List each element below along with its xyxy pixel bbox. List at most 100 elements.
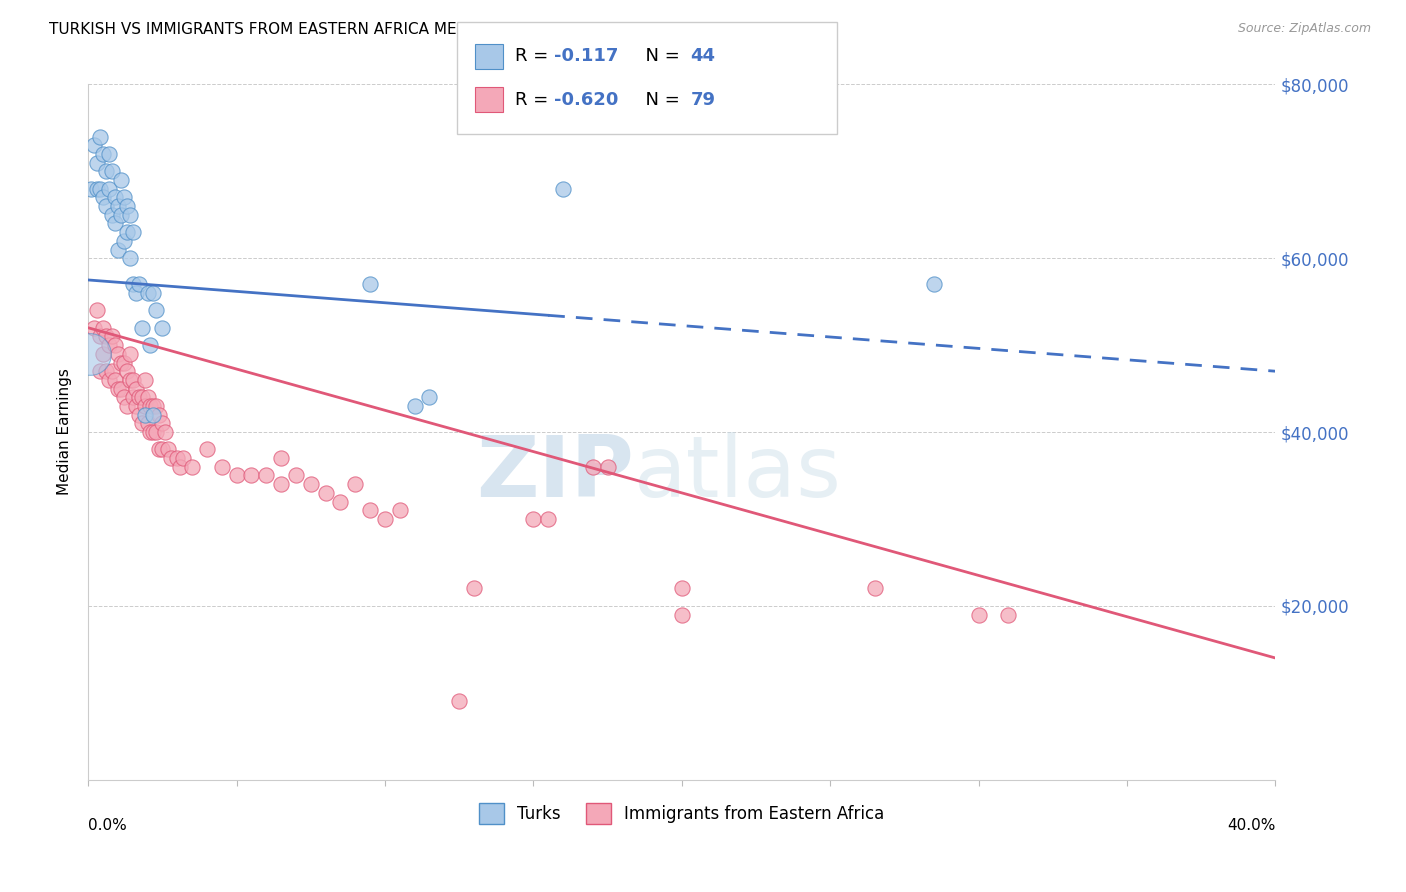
Point xyxy=(284,468,307,483)
Point xyxy=(344,477,367,491)
Text: TURKISH VS IMMIGRANTS FROM EASTERN AFRICA MEDIAN EARNINGS CORRELATION CHART: TURKISH VS IMMIGRANTS FROM EASTERN AFRIC… xyxy=(49,22,749,37)
Point xyxy=(115,225,138,239)
Point xyxy=(671,582,693,596)
Point xyxy=(522,512,544,526)
Point xyxy=(101,364,124,378)
Point xyxy=(112,355,135,369)
Point xyxy=(107,382,129,396)
Y-axis label: Median Earnings: Median Earnings xyxy=(58,368,72,495)
Point xyxy=(134,373,156,387)
Point xyxy=(110,208,132,222)
Point xyxy=(115,399,138,413)
Point xyxy=(115,364,138,378)
Point xyxy=(449,694,471,708)
Point xyxy=(118,252,141,266)
Point xyxy=(89,129,111,144)
Point xyxy=(136,285,159,300)
Point xyxy=(863,582,886,596)
Point xyxy=(89,364,111,378)
Point xyxy=(967,607,990,622)
Point xyxy=(142,408,165,422)
Point xyxy=(299,477,322,491)
Text: R =: R = xyxy=(515,91,554,109)
Point xyxy=(112,234,135,248)
Point xyxy=(551,182,574,196)
Point xyxy=(121,277,143,292)
Point xyxy=(463,582,485,596)
Point xyxy=(110,382,132,396)
Point xyxy=(359,503,381,517)
Point xyxy=(97,147,120,161)
Point xyxy=(86,155,108,169)
Point xyxy=(537,512,560,526)
Point xyxy=(118,373,141,387)
Point xyxy=(131,320,153,334)
Text: 79: 79 xyxy=(690,91,716,109)
Point xyxy=(91,347,114,361)
Point xyxy=(139,399,162,413)
Point xyxy=(91,147,114,161)
Text: ZIP: ZIP xyxy=(477,433,634,516)
Point xyxy=(359,277,381,292)
Text: N =: N = xyxy=(634,47,686,65)
Point xyxy=(374,512,396,526)
Text: Source: ZipAtlas.com: Source: ZipAtlas.com xyxy=(1237,22,1371,36)
Text: 40.0%: 40.0% xyxy=(1227,818,1275,833)
Point xyxy=(83,320,105,334)
Point xyxy=(582,459,605,474)
Point xyxy=(97,373,120,387)
Point xyxy=(195,442,218,457)
Point xyxy=(315,486,337,500)
Point xyxy=(148,408,170,422)
Text: R =: R = xyxy=(515,47,554,65)
Point xyxy=(145,399,167,413)
Point xyxy=(131,417,153,431)
Point xyxy=(124,285,146,300)
Point xyxy=(596,459,619,474)
Point xyxy=(240,468,263,483)
Point xyxy=(97,338,120,352)
Point xyxy=(112,390,135,404)
Point xyxy=(181,459,204,474)
Text: -0.620: -0.620 xyxy=(554,91,619,109)
Point xyxy=(91,320,114,334)
Point xyxy=(91,190,114,204)
Point xyxy=(142,285,165,300)
Point xyxy=(145,425,167,439)
Point xyxy=(86,303,108,318)
Point xyxy=(83,138,105,153)
Point xyxy=(107,243,129,257)
Point xyxy=(89,329,111,343)
Point xyxy=(142,399,165,413)
Text: -0.117: -0.117 xyxy=(554,47,619,65)
Legend: Turks, Immigrants from Eastern Africa: Turks, Immigrants from Eastern Africa xyxy=(472,797,891,830)
Point xyxy=(121,373,143,387)
Point xyxy=(97,182,120,196)
Point xyxy=(270,477,292,491)
Point xyxy=(128,408,150,422)
Point xyxy=(997,607,1019,622)
Point xyxy=(118,208,141,222)
Point xyxy=(124,399,146,413)
Point xyxy=(139,425,162,439)
Point xyxy=(136,390,159,404)
Text: N =: N = xyxy=(634,91,686,109)
Point xyxy=(94,199,117,213)
Point xyxy=(131,390,153,404)
Point xyxy=(79,347,101,361)
Point xyxy=(110,355,132,369)
Point xyxy=(145,303,167,318)
Point xyxy=(118,347,141,361)
Point xyxy=(388,503,411,517)
Point xyxy=(94,329,117,343)
Point xyxy=(169,459,191,474)
Point xyxy=(150,320,173,334)
Point xyxy=(225,468,247,483)
Point xyxy=(148,442,170,457)
Point xyxy=(922,277,945,292)
Point xyxy=(139,338,162,352)
Point xyxy=(110,173,132,187)
Point xyxy=(155,425,177,439)
Point xyxy=(101,329,124,343)
Point xyxy=(160,451,183,466)
